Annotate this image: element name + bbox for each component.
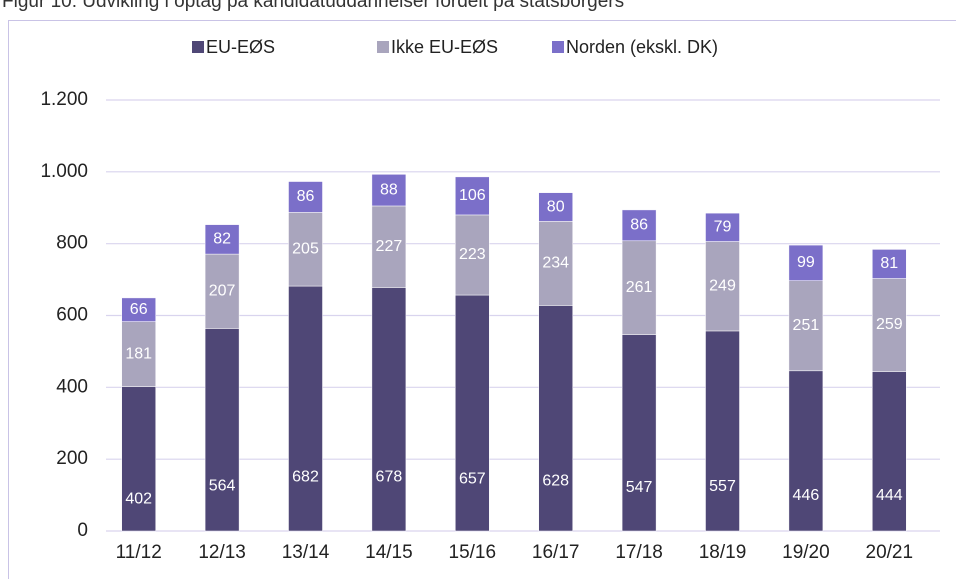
bar-segment [872, 278, 907, 372]
data-label: 207 [209, 282, 236, 299]
bar-segment [455, 176, 490, 216]
x-tick-label: 14/15 [365, 542, 413, 563]
legend-label: EU-EØS [206, 37, 275, 57]
x-tick-label: 20/21 [866, 542, 914, 563]
chart-title: Figur 10: Udvikling i optag på kandidatu… [2, 0, 624, 12]
y-tick-label: 0 [77, 520, 88, 541]
legend-label: Ikke EU-EØS [391, 37, 498, 57]
data-label: 682 [292, 468, 319, 485]
data-label: 249 [709, 277, 736, 294]
bar-segment [121, 297, 156, 322]
bar-segment [788, 370, 824, 532]
bar-segment [705, 330, 740, 532]
data-label: 223 [459, 246, 486, 263]
legend-swatch [552, 41, 564, 53]
x-tick-label: 11/12 [116, 542, 162, 563]
bar-segment [788, 280, 824, 372]
bar-segment [204, 328, 240, 532]
bar-segment [121, 386, 156, 532]
data-label: 80 [547, 198, 565, 215]
data-label: 261 [626, 279, 653, 296]
bar-segment [538, 305, 573, 532]
data-label: 564 [209, 478, 236, 495]
data-label: 88 [380, 181, 398, 198]
data-label: 86 [297, 188, 315, 205]
bar-segment [121, 321, 156, 387]
data-label: 446 [793, 487, 820, 504]
data-label: 99 [797, 254, 815, 271]
bar-segment [872, 371, 907, 532]
data-label: 402 [125, 490, 152, 507]
y-tick-label: 1.200 [40, 89, 88, 110]
x-tick-label: 18/19 [699, 542, 747, 563]
data-label: 227 [376, 238, 403, 255]
x-tick-label: 16/17 [532, 542, 580, 563]
bar-segment [288, 212, 323, 287]
y-tick-label: 1.000 [40, 161, 88, 182]
bar-segment [204, 224, 240, 255]
data-label: 205 [292, 240, 319, 257]
x-tick-label: 17/18 [615, 542, 663, 563]
bar-segment [621, 209, 657, 242]
data-label: 234 [542, 255, 569, 272]
chart-frame [8, 20, 956, 579]
bar-segment [538, 192, 573, 222]
x-tick-label: 13/14 [282, 542, 330, 563]
legend-swatch [192, 41, 204, 53]
x-tick-label: 12/13 [198, 542, 246, 563]
bar-segment [872, 249, 907, 279]
bar-segment [371, 287, 407, 532]
bar-segment [705, 241, 740, 332]
y-tick-label: 400 [56, 376, 88, 397]
data-label: 86 [630, 217, 648, 234]
data-label: 628 [542, 473, 569, 490]
bar-segment [288, 181, 323, 213]
data-label: 547 [626, 479, 653, 496]
bar-segment [371, 205, 407, 288]
y-tick-label: 200 [56, 448, 88, 469]
bar-segment [455, 294, 490, 532]
data-label: 181 [125, 345, 152, 362]
legend-swatch [377, 41, 389, 53]
y-tick-label: 600 [56, 305, 88, 326]
data-label: 259 [876, 316, 903, 333]
bar-segment [621, 240, 657, 335]
bar-segment [705, 212, 740, 242]
data-label: 81 [880, 255, 898, 272]
data-label: 79 [714, 219, 732, 236]
bar-segment [788, 244, 824, 281]
data-label: 678 [376, 469, 403, 486]
y-tick-label: 800 [56, 233, 88, 254]
data-label: 106 [459, 187, 486, 204]
data-label: 82 [213, 231, 231, 248]
legend-label: Norden (ekskl. DK) [566, 37, 718, 57]
bar-segment [371, 174, 407, 207]
data-label: 657 [459, 470, 486, 487]
bar-segment [204, 253, 240, 329]
data-label: 251 [793, 317, 820, 334]
x-tick-label: 19/20 [782, 542, 830, 563]
bar-segment [621, 334, 657, 532]
x-tick-label: 15/16 [449, 542, 497, 563]
data-label: 557 [709, 478, 736, 495]
data-label: 66 [130, 301, 148, 318]
bar-segment [288, 285, 323, 532]
data-label: 444 [876, 487, 903, 504]
bar-segment [538, 221, 573, 306]
